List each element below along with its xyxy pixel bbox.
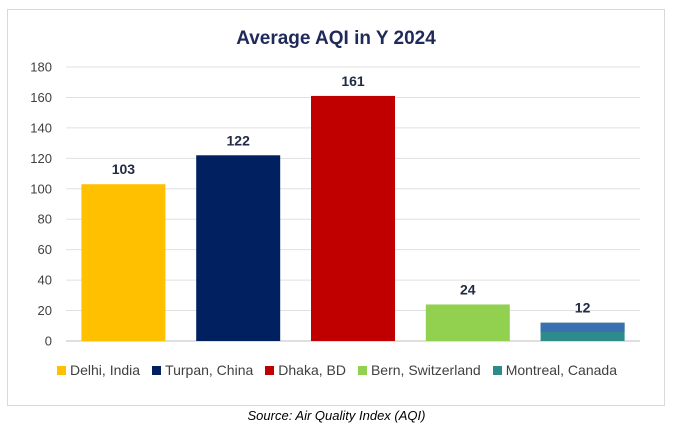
legend-item: Bern, Switzerland [357,362,481,378]
y-tick-label: 120 [30,151,52,166]
data-label: 103 [112,161,136,177]
legend-swatch [265,365,275,375]
bar [81,184,166,341]
data-label: 122 [227,132,251,148]
legend-item: Delhi, India [57,362,140,378]
bar [196,155,281,341]
legend-swatch [357,365,367,375]
y-tick-label: 80 [38,212,52,227]
y-tick-label: 100 [30,181,52,196]
data-label: 24 [460,281,476,297]
legend-label: Dhaka, BD [278,362,346,378]
bar [425,304,510,341]
legend-item: Dhaka, BD [265,362,346,378]
data-label: 161 [341,73,365,89]
chart-title: Average AQI in Y 2024 [236,28,436,49]
data-label: 12 [575,300,591,316]
chart-frame: Average AQI in Y 2024 0 20 40 60 80 100 120 140… [7,9,665,406]
legend-label: Turpan, China [165,362,254,378]
legend-label: Montreal, Canada [505,362,617,378]
legend-label: Bern, Switzerland [370,362,481,378]
bar [311,95,395,341]
legend-label: Delhi, India [70,362,141,378]
legend-item: Montreal, Canada [492,362,617,378]
legend-swatch [492,365,502,375]
y-tick-label: 20 [38,303,52,318]
source-note: Source: Air Quality Index (AQI) [247,408,426,423]
bar-highlight [540,322,625,332]
legend-swatch [152,365,162,375]
legend-item: Turpan, China [152,362,253,378]
y-tick-label: 60 [38,242,52,257]
chart-plot-area: 0 20 40 60 80 100 120 140 160 180 103 122 161 24 12 [30,60,640,349]
legend-swatch [57,365,67,375]
chart-legend: Delhi, India Turpan, China Dhaka, BD Bern, … [8,362,666,378]
y-tick-label: 0 [45,334,52,349]
y-tick-label: 140 [30,120,52,135]
y-tick-label: 160 [30,90,52,105]
y-tick-label: 40 [38,273,52,288]
y-tick-label: 180 [30,60,52,75]
